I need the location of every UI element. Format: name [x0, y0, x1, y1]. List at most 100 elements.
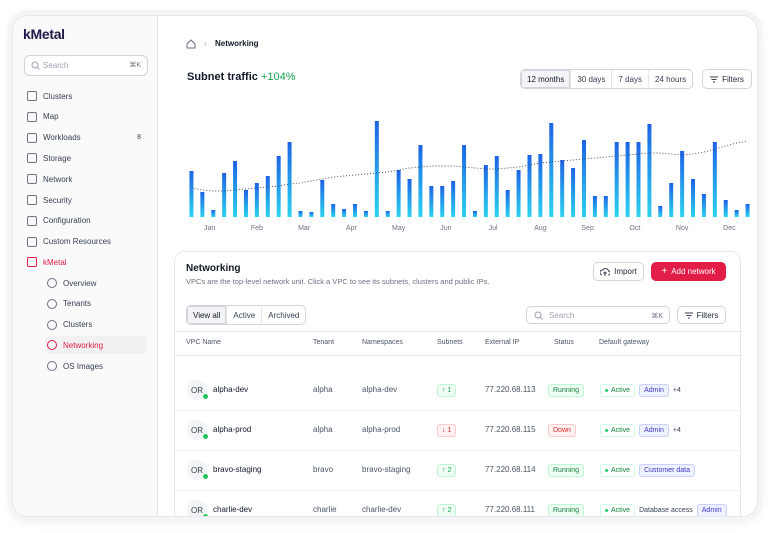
vpc-name[interactable]: alpha-prod — [213, 425, 252, 434]
tenant: alpha — [313, 385, 333, 394]
external-ip: 77.220.68.113 — [485, 385, 536, 394]
menu-item[interactable]: kMetal — [25, 253, 147, 271]
import-icon — [600, 267, 611, 276]
bar — [516, 170, 521, 217]
submenu-item[interactable]: Overview — [45, 274, 147, 292]
import-button[interactable]: Import — [593, 262, 644, 281]
column-header: Subnets — [437, 339, 463, 346]
status-badge: Running — [548, 504, 585, 516]
menu-badge: 8 — [137, 134, 141, 142]
submenu-label: Overview — [63, 278, 97, 288]
table-filters-button[interactable]: Filters — [677, 306, 726, 324]
filter-tab[interactable]: Archived — [268, 310, 300, 320]
window: kMetal Search ⌘K Clusters Map Workloads 8 St… — [12, 15, 758, 517]
menu-label: Map — [43, 112, 59, 122]
subnet-count: 2 — [447, 467, 452, 474]
import-label: Import — [614, 267, 637, 276]
bar — [669, 183, 674, 217]
bar — [342, 209, 347, 217]
submenu-item[interactable]: OS Images — [45, 357, 147, 375]
time-range-tab[interactable]: 7 days — [612, 70, 649, 88]
networking-card: Networking VPCs are the top-level networ… — [174, 251, 741, 516]
vpc-name[interactable]: alpha-dev — [213, 385, 249, 394]
bar — [494, 156, 499, 217]
bar — [614, 142, 619, 217]
filter-tab[interactable]: Active — [227, 306, 263, 324]
x-tick-label: Sep — [581, 225, 594, 232]
menu-item[interactable]: Network — [25, 170, 147, 188]
subnet-count: 1 — [447, 387, 452, 394]
x-tick-label: Jan — [204, 225, 215, 232]
x-tick-label: Oct — [629, 225, 640, 232]
bar — [233, 161, 238, 217]
sidebar-search[interactable]: Search ⌘K — [24, 55, 148, 76]
x-tick-label: Apr — [346, 225, 358, 232]
breadcrumb-separator: › — [204, 39, 207, 48]
row-divider — [175, 410, 740, 411]
bar — [734, 210, 739, 217]
tenant: bravo — [313, 465, 334, 474]
active-dot — [605, 469, 608, 472]
submenu-icon — [47, 278, 57, 288]
active-dot — [605, 429, 608, 432]
submenu-item[interactable]: Networking — [45, 336, 147, 355]
x-tick-label: Aug — [534, 225, 547, 232]
subnet-arrow: ↓ — [442, 427, 446, 434]
time-range-tab[interactable]: 24 hours — [654, 74, 687, 84]
x-tick-label: May — [392, 225, 406, 232]
menu-item[interactable]: Security — [25, 191, 147, 209]
menu-label: kMetal — [43, 257, 67, 267]
search-icon — [534, 311, 543, 320]
bar — [560, 160, 565, 217]
filter-tab[interactable]: View all — [187, 306, 228, 324]
card-title: Networking — [186, 263, 241, 274]
table-search[interactable]: Search ⌘K — [526, 306, 670, 324]
submenu-label: Tenants — [63, 299, 92, 309]
menu-item[interactable]: Clusters — [25, 87, 147, 105]
namespace: alpha-prod — [362, 425, 401, 434]
column-header: Status — [554, 339, 574, 346]
online-dot — [202, 393, 209, 400]
subnet-badge: ↓ 1 — [437, 424, 457, 437]
vpc-name[interactable]: bravo-staging — [213, 465, 262, 474]
add-network-button[interactable]: + Add network — [651, 262, 726, 281]
menu-icon — [27, 132, 37, 143]
submenu-item[interactable]: Tenants — [45, 295, 147, 313]
bar — [211, 210, 216, 217]
bar — [505, 190, 510, 217]
submenu-item[interactable]: Clusters — [45, 316, 147, 334]
bar — [549, 123, 554, 217]
bar — [701, 194, 706, 217]
submenu-label: OS Images — [63, 361, 104, 371]
menu-icon — [27, 215, 37, 226]
menu-label: Configuration — [43, 216, 91, 226]
x-tick-label: Mar — [298, 225, 311, 232]
menu-item[interactable]: Storage — [25, 149, 147, 167]
filters-button[interactable]: Filters — [702, 69, 752, 89]
subnet-arrow: ↑ — [442, 507, 446, 514]
menu-item[interactable]: Configuration — [25, 212, 147, 230]
subnet-count: 2 — [447, 507, 452, 514]
bar — [353, 204, 358, 217]
gateway-active-label: Active — [611, 387, 631, 394]
submenu-icon — [47, 319, 57, 330]
gateway: Active Customer data — [600, 464, 695, 477]
row-divider — [175, 450, 740, 451]
vpc-name[interactable]: charlie-dev — [213, 505, 253, 514]
gateway: Active Database access Admin — [600, 504, 727, 516]
status-badge: Running — [548, 384, 585, 397]
menu-icon — [27, 174, 37, 185]
time-range-tab[interactable]: 30 days — [571, 70, 613, 88]
home-icon[interactable] — [185, 38, 197, 50]
add-network-label: Add network — [671, 267, 716, 276]
time-range-tab[interactable]: 12 months — [521, 70, 572, 88]
menu-item[interactable]: Custom Resources — [25, 233, 147, 251]
bar — [243, 190, 248, 217]
menu-item[interactable]: Workloads 8 — [25, 129, 147, 147]
menu-item[interactable]: Map — [25, 108, 147, 126]
bar — [418, 145, 423, 217]
table-search-shortcut: ⌘K — [651, 313, 663, 320]
gateway-tag: Customer data — [639, 464, 695, 477]
gateway-tag: Admin — [696, 504, 727, 516]
